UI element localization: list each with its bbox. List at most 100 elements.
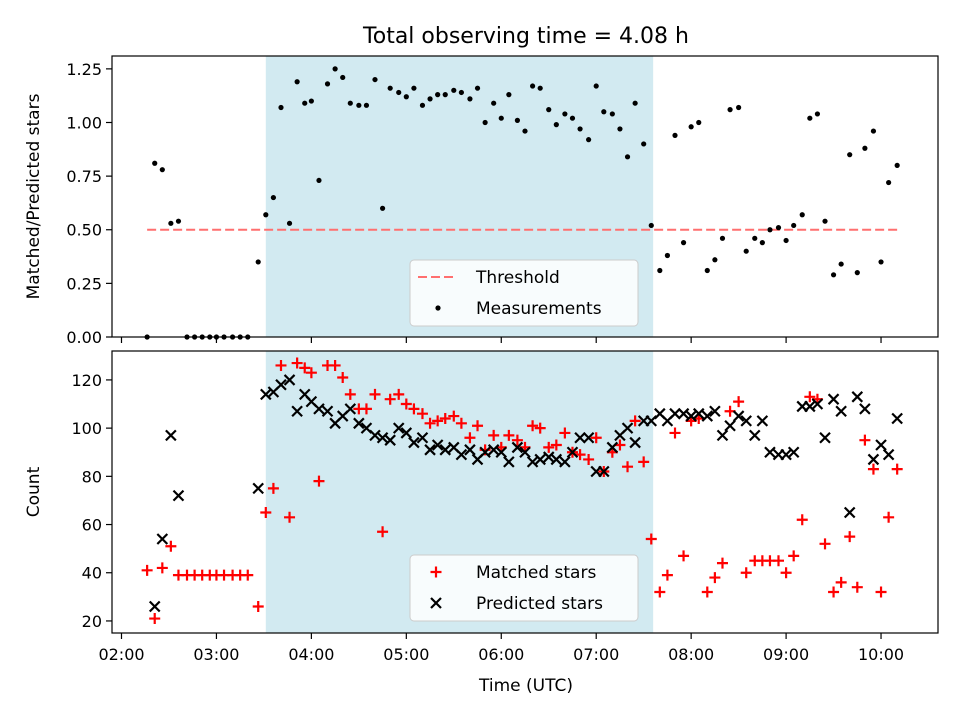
measurement-point: [624, 154, 631, 160]
y-tick-label: 1.00: [66, 113, 102, 132]
predicted-star-point: [479, 446, 491, 459]
matched-star-point: [252, 600, 264, 612]
matched-star-point: [424, 417, 436, 429]
measurement-point: [498, 115, 504, 121]
measurement-point: [537, 85, 543, 91]
measurement-point: [672, 132, 678, 138]
predicted-star-point: [732, 410, 745, 422]
measurement-point: [688, 124, 694, 130]
predicted-star-point: [172, 489, 185, 502]
measurement-point: [593, 83, 599, 89]
matched-star-point: [299, 362, 311, 374]
predicted-star-point: [582, 431, 595, 444]
predicted-star-point: [519, 446, 531, 459]
matched-star-point: [329, 359, 341, 371]
axes-frame: [111, 55, 939, 338]
measurement-point: [783, 237, 789, 244]
predicted-star-point: [724, 419, 736, 432]
predicted-star-point: [811, 398, 824, 410]
matched-star-point: [883, 511, 895, 523]
x-tick-label: 06:00: [478, 645, 524, 664]
measurement-point: [680, 240, 687, 246]
y-tick-label: 0.25: [66, 274, 102, 293]
matched-star-point: [835, 576, 847, 588]
predicted-star-point: [787, 446, 800, 459]
predicted-star-point: [851, 391, 864, 403]
measurement-point: [403, 94, 409, 100]
measurement-point: [727, 107, 733, 113]
matched-star-point: [559, 427, 571, 439]
predicted-star-point: [313, 403, 325, 415]
measurement-point: [847, 152, 853, 158]
matched-star-point: [583, 453, 595, 465]
measurement-point: [617, 126, 623, 132]
measurement-point: [308, 98, 314, 104]
matched-star-point: [448, 410, 460, 422]
predicted-star-point: [156, 533, 169, 545]
matched-star-point: [275, 359, 287, 371]
legend-label: Measurements: [476, 299, 602, 319]
matched-star-point: [828, 586, 840, 598]
matched-star-point: [291, 357, 303, 369]
matched-star-point: [661, 569, 673, 581]
measurement-point: [529, 83, 536, 89]
measurement-point: [657, 267, 663, 274]
series-matched-stars: [141, 357, 903, 625]
matched-star-point: [716, 557, 728, 569]
predicted-star-point: [764, 446, 776, 459]
x-tick-label: 09:00: [763, 645, 809, 664]
predicted-star-point: [260, 388, 272, 401]
predicted-star-point: [384, 434, 396, 446]
predicted-star-point: [748, 429, 761, 442]
matched-star-point: [393, 388, 405, 400]
y-tick-label: 120: [71, 371, 102, 390]
matched-star-point: [432, 415, 444, 427]
matched-star-point: [709, 572, 721, 584]
measurement-point: [458, 89, 464, 96]
x-tick-label: 03:00: [193, 645, 239, 664]
measurement-point: [514, 117, 521, 123]
measurement-point: [569, 115, 576, 121]
predicted-star-point: [464, 444, 476, 456]
predicted-star-point: [503, 456, 515, 468]
predicted-star-point: [526, 456, 539, 468]
measurement-point: [767, 227, 773, 233]
figure-title: Total observing time = 4.08 h: [362, 24, 689, 49]
measurement-point: [664, 252, 671, 259]
matched-star-point: [622, 461, 634, 473]
series-measurements: [144, 66, 900, 340]
x-tick-label: 08:00: [668, 645, 714, 664]
x-tick-label: 07:00: [573, 645, 619, 664]
measurement-point: [791, 222, 797, 229]
measurement-point: [379, 205, 386, 211]
x-tick-label: 04:00: [288, 645, 334, 664]
measurement-point: [411, 85, 417, 91]
y-axis-label: Matched/Predicted stars: [24, 93, 44, 299]
y-tick-label: 0.50: [66, 221, 102, 240]
measurement-point: [894, 162, 900, 168]
matched-star-point: [337, 372, 349, 384]
matched-star-point: [844, 531, 856, 543]
predicted-star-point: [400, 427, 413, 439]
matched-star-point: [511, 434, 523, 446]
measurement-point: [340, 74, 346, 81]
series-predicted-stars: [148, 374, 903, 613]
legend-label: Threshold: [475, 268, 560, 288]
measurement-point: [878, 259, 884, 265]
measurement-point: [286, 220, 293, 226]
measurement-point: [363, 102, 370, 108]
matched-star-point: [796, 514, 808, 526]
predicted-star-point: [859, 403, 871, 415]
predicted-star-point: [685, 410, 697, 422]
predicted-star-point: [629, 436, 641, 449]
top-panel: 0.00 0.25 0.50 0.75 1.00 1.25 Matched/Predicte…: [24, 55, 939, 347]
predicted-star-point: [455, 448, 468, 461]
measurement-point: [696, 119, 702, 126]
predicted-star-point: [344, 403, 357, 415]
measurement-point: [270, 194, 277, 201]
x-tick-label: 02:00: [98, 645, 144, 664]
matched-star-point: [867, 463, 879, 475]
measurement-point: [752, 235, 758, 241]
predicted-star-point: [891, 412, 903, 425]
predicted-star-point: [291, 405, 303, 418]
